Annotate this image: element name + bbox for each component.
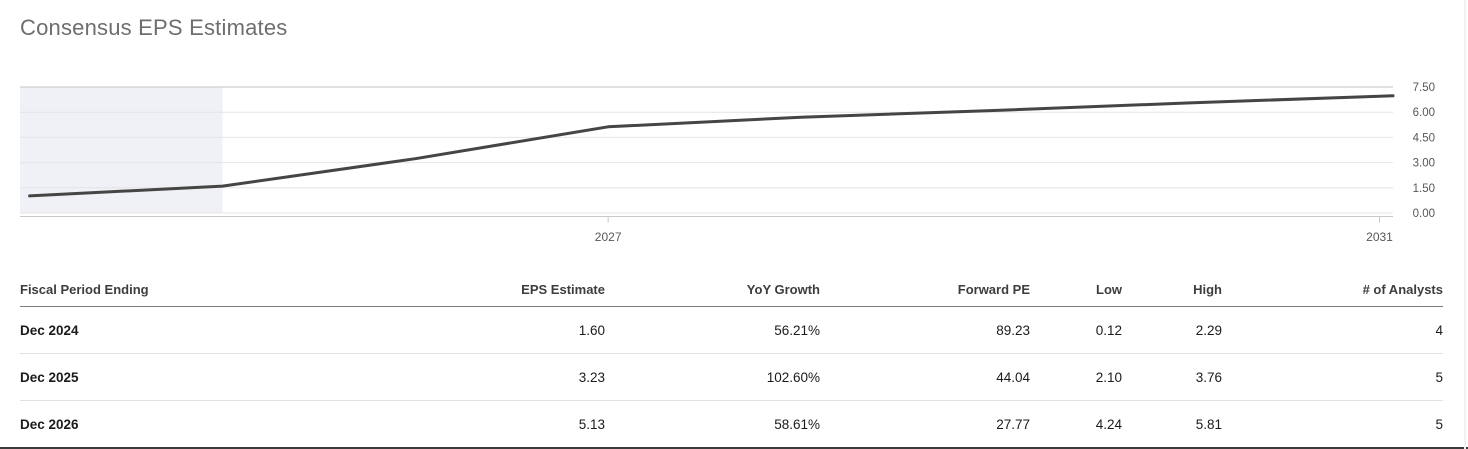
cell-eps-estimate: 1.60 <box>320 306 605 354</box>
cell-eps-estimate: 3.23 <box>320 353 605 401</box>
eps-estimate-line <box>28 94 1395 198</box>
fiscal-period-cell: Dec 2025 <box>20 353 320 401</box>
page-title: Consensus EPS Estimates <box>20 15 288 40</box>
column-header-high: High <box>1122 272 1222 307</box>
cell-low: 2.10 <box>1030 353 1122 401</box>
estimates-table: Fiscal Period Ending EPS Estimate YoY Grow… <box>20 272 1443 447</box>
right-edge-divider <box>1464 0 1466 449</box>
y-axis-tick-label: 0.00 <box>1413 208 1435 220</box>
column-header-fiscal-period-ending: Fiscal Period Ending <box>20 272 320 307</box>
column-header-eps-estimate: EPS Estimate <box>320 272 605 307</box>
bottom-divider <box>0 447 1468 449</box>
cell-low: 0.12 <box>1030 306 1122 354</box>
table-row: Dec 2026 5.13 58.61% 27.77 4.24 5.81 5 <box>20 401 1443 448</box>
fiscal-period-cell: Dec 2026 <box>20 416 79 432</box>
table-header-row: Fiscal Period Ending EPS Estimate YoY Grow… <box>20 272 1443 307</box>
cell-yoy-growth: 56.21% <box>605 306 820 354</box>
table-row: Dec 2024 1.60 56.21% 89.23 0.12 2.29 4 <box>20 306 1443 354</box>
x-axis-tick-label: 2031 <box>1366 230 1393 244</box>
cell-yoy-growth: 102.60% <box>605 353 820 401</box>
column-header-yoy-growth: YoY Growth <box>605 272 820 307</box>
cell-yoy-growth: 58.61% <box>774 416 820 432</box>
eps-estimates-chart[interactable]: 0.00 1.50 3.00 4.50 6.00 7.50 2027 2031 <box>0 0 1468 252</box>
fiscal-period-cell: Dec 2024 <box>20 306 320 354</box>
cell-forward-pe: 27.77 <box>996 416 1030 432</box>
cell-high: 5.81 <box>1195 416 1222 432</box>
y-axis-tick-label: 1.50 <box>1413 183 1435 195</box>
cell-forward-pe: 44.04 <box>820 353 1030 401</box>
table-row: Dec 2025 3.23 102.60% 44.04 2.10 3.76 5 <box>20 353 1443 401</box>
cell-low: 4.24 <box>1095 416 1122 432</box>
cell-of-analysts: 4 <box>1222 306 1443 354</box>
column-header-low: Low <box>1030 272 1122 307</box>
y-axis-tick-label: 7.50 <box>1413 82 1435 94</box>
cell-high: 2.29 <box>1122 306 1222 354</box>
cell-high: 3.76 <box>1122 353 1222 401</box>
y-axis-tick-label: 3.00 <box>1413 158 1435 170</box>
column-header-forward-pe: Forward PE <box>820 272 1030 307</box>
column-header-of-analysts: # of Analysts <box>1222 272 1443 307</box>
y-axis-tick-label: 6.00 <box>1413 107 1435 119</box>
cell-of-analysts: 5 <box>1435 416 1443 432</box>
cell-eps-estimate: 5.13 <box>578 416 605 432</box>
cell-forward-pe: 89.23 <box>820 306 1030 354</box>
cell-of-analysts: 5 <box>1222 353 1443 401</box>
y-axis-tick-label: 4.50 <box>1413 132 1435 144</box>
x-axis-tick-label: 2027 <box>595 230 622 244</box>
